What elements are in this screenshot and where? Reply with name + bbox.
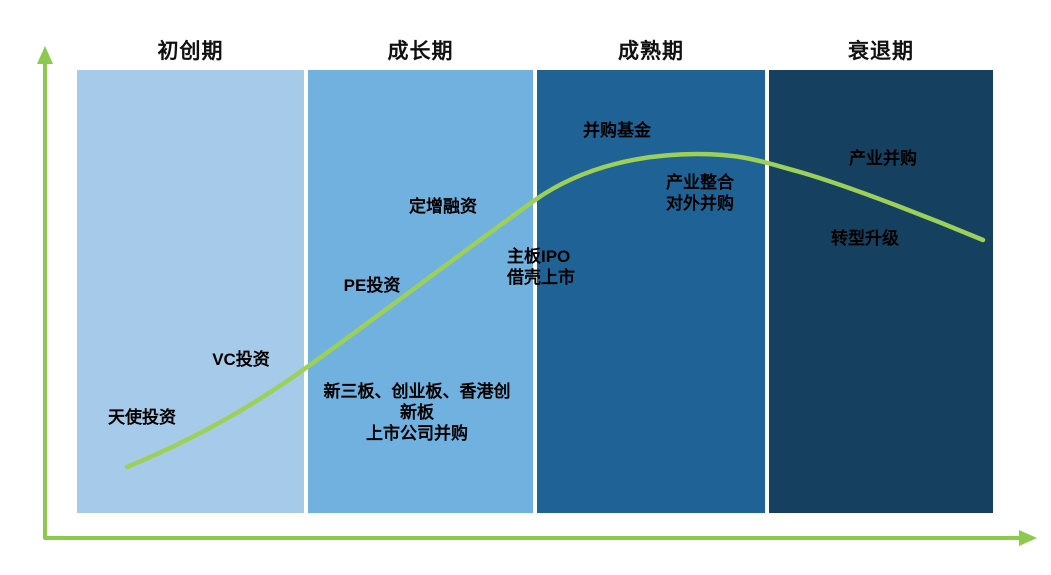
annotation-private-placement: 定增融资	[409, 197, 477, 216]
annotation-industry-ma: 产业并购	[849, 149, 917, 168]
y-axis-arrowhead-icon	[37, 46, 53, 64]
annotation-ma-fund: 并购基金	[583, 121, 651, 140]
annotation-pe-investment: PE投资	[343, 276, 401, 295]
annotation-vc-investment: VC投资	[212, 350, 270, 369]
stage-title-growth: 成长期	[387, 40, 454, 63]
stage-panel-startup	[77, 70, 304, 513]
stage-title-startup: 初创期	[157, 40, 224, 63]
stage-title-maturity: 成熟期	[618, 40, 684, 63]
annotation-boards-listing-ma: 新三板、创业板、香港创 新板 上市公司并购	[323, 382, 511, 443]
stage-panel-decline	[769, 70, 993, 513]
stage-title-decline: 衰退期	[848, 40, 914, 63]
x-axis-arrowhead-icon	[1019, 530, 1037, 546]
annotation-transformation: 转型升级	[831, 229, 899, 248]
stage-panel-maturity	[537, 70, 765, 513]
annotation-angel-investment: 天使投资	[108, 408, 176, 427]
stage-panel-growth	[308, 70, 533, 513]
annotation-industry-integration: 产业整合 对外并购	[666, 173, 734, 213]
annotation-main-board-ipo: 主板IPO 借壳上市	[507, 247, 575, 287]
